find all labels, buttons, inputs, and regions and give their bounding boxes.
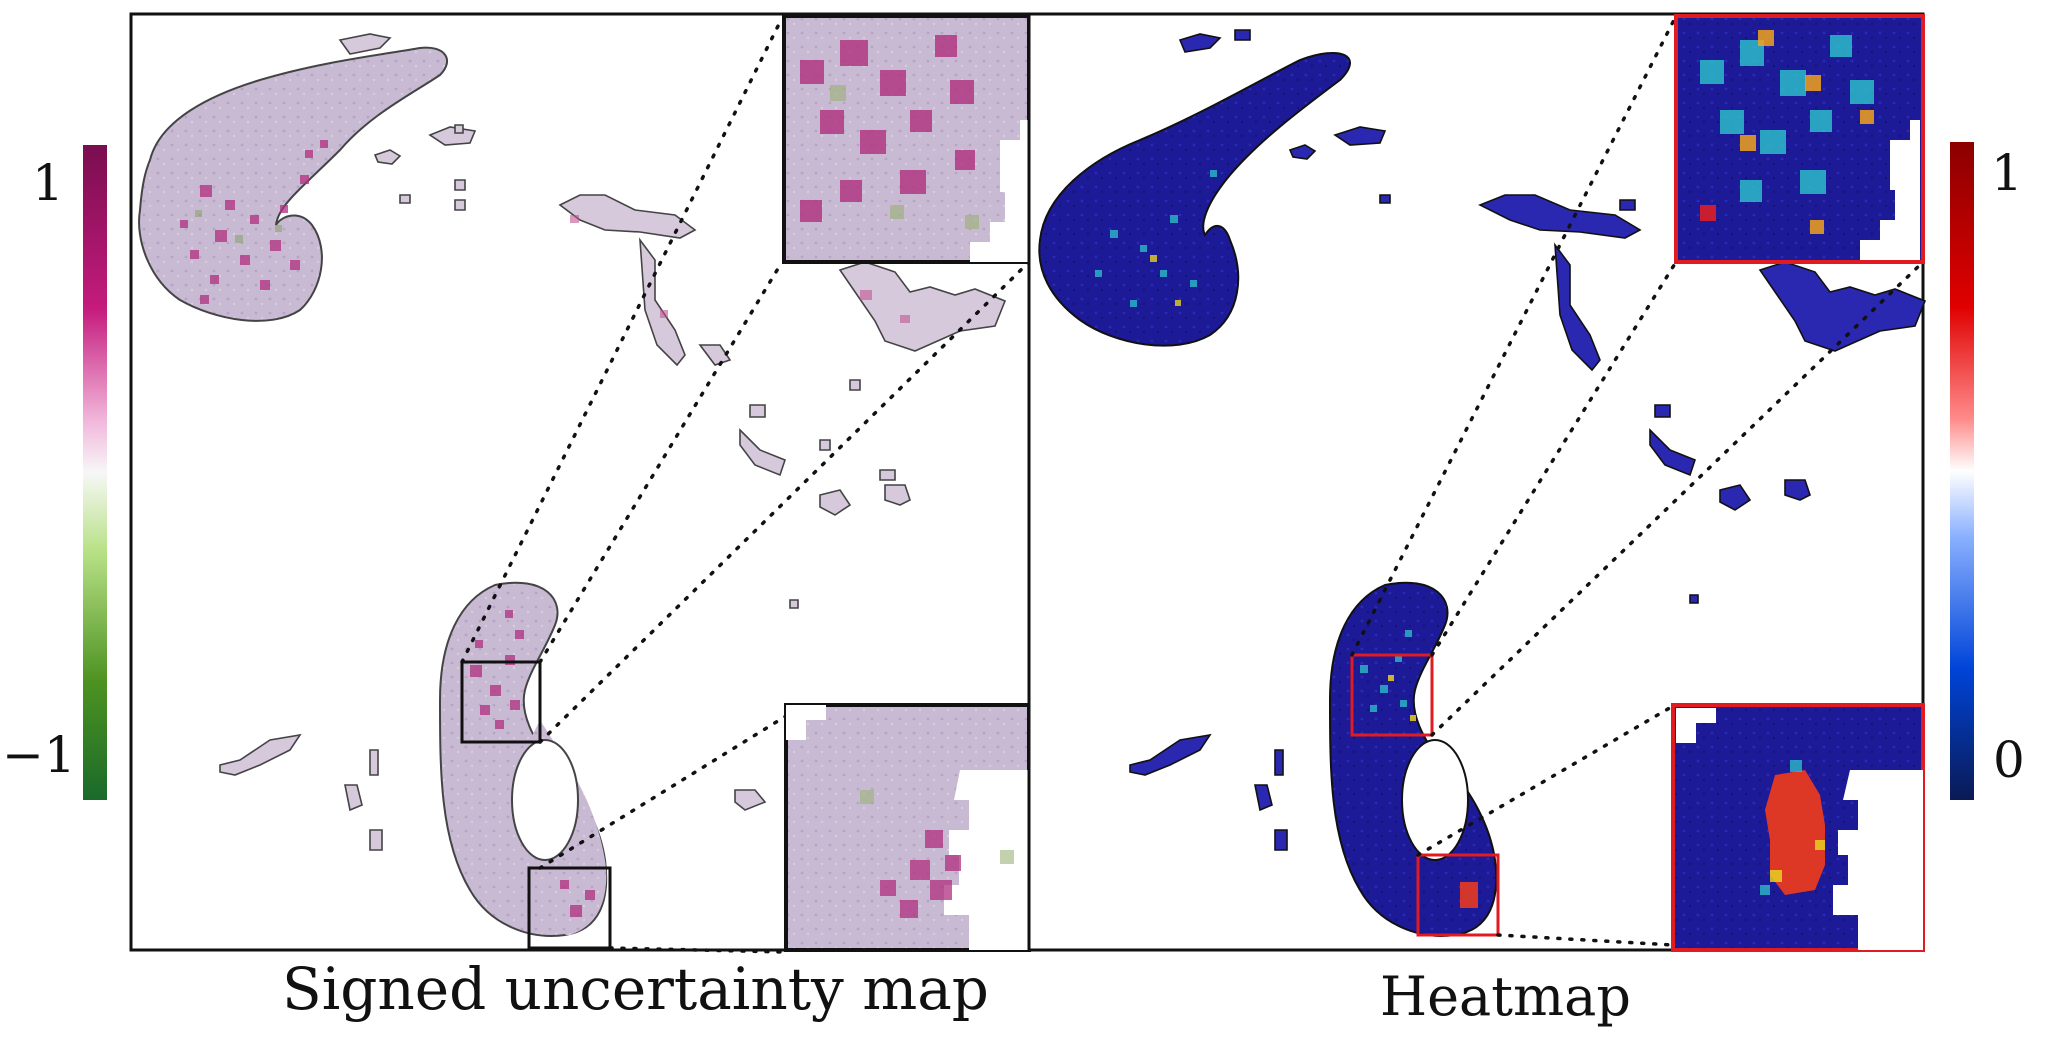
right-colorbar — [1950, 142, 1974, 800]
right-tissue-ring — [1328, 581, 1498, 937]
right-tissue-top — [1038, 52, 1351, 347]
right-colorbar-min-label: 0 — [1993, 731, 2025, 789]
right-inset-bottom — [1671, 703, 1925, 952]
left-tissue-ring — [438, 581, 608, 937]
right-fragments — [1129, 29, 1927, 851]
left-zoom-box-upper — [460, 660, 542, 744]
left-ring-hole — [511, 739, 579, 861]
left-colorbar-max-label: 1 — [32, 154, 64, 212]
right-ring-hole — [1401, 739, 1469, 861]
right-colorbar-max-label: 1 — [1991, 144, 2023, 202]
left-inset-bottom — [784, 703, 1031, 952]
left-tissue-top — [138, 46, 449, 322]
left-fragments — [219, 33, 1007, 851]
right-panel-caption: Heatmap — [1380, 965, 1631, 1028]
right-connector-lines — [1350, 14, 1925, 947]
left-colorbar — [83, 145, 107, 800]
left-colorbar-min-label: −1 — [2, 726, 76, 784]
left-panel — [129, 12, 1031, 954]
left-connector-lines — [460, 16, 1031, 954]
left-zoom-box-lower — [527, 866, 612, 950]
left-panel-caption: Signed uncertainty map — [282, 955, 989, 1023]
right-inset-top — [1674, 14, 1925, 264]
right-zoom-box-lower — [1416, 853, 1500, 937]
right-panel — [1027, 12, 1927, 952]
right-zoom-box-upper — [1350, 653, 1434, 737]
left-inset-top — [782, 14, 1031, 264]
